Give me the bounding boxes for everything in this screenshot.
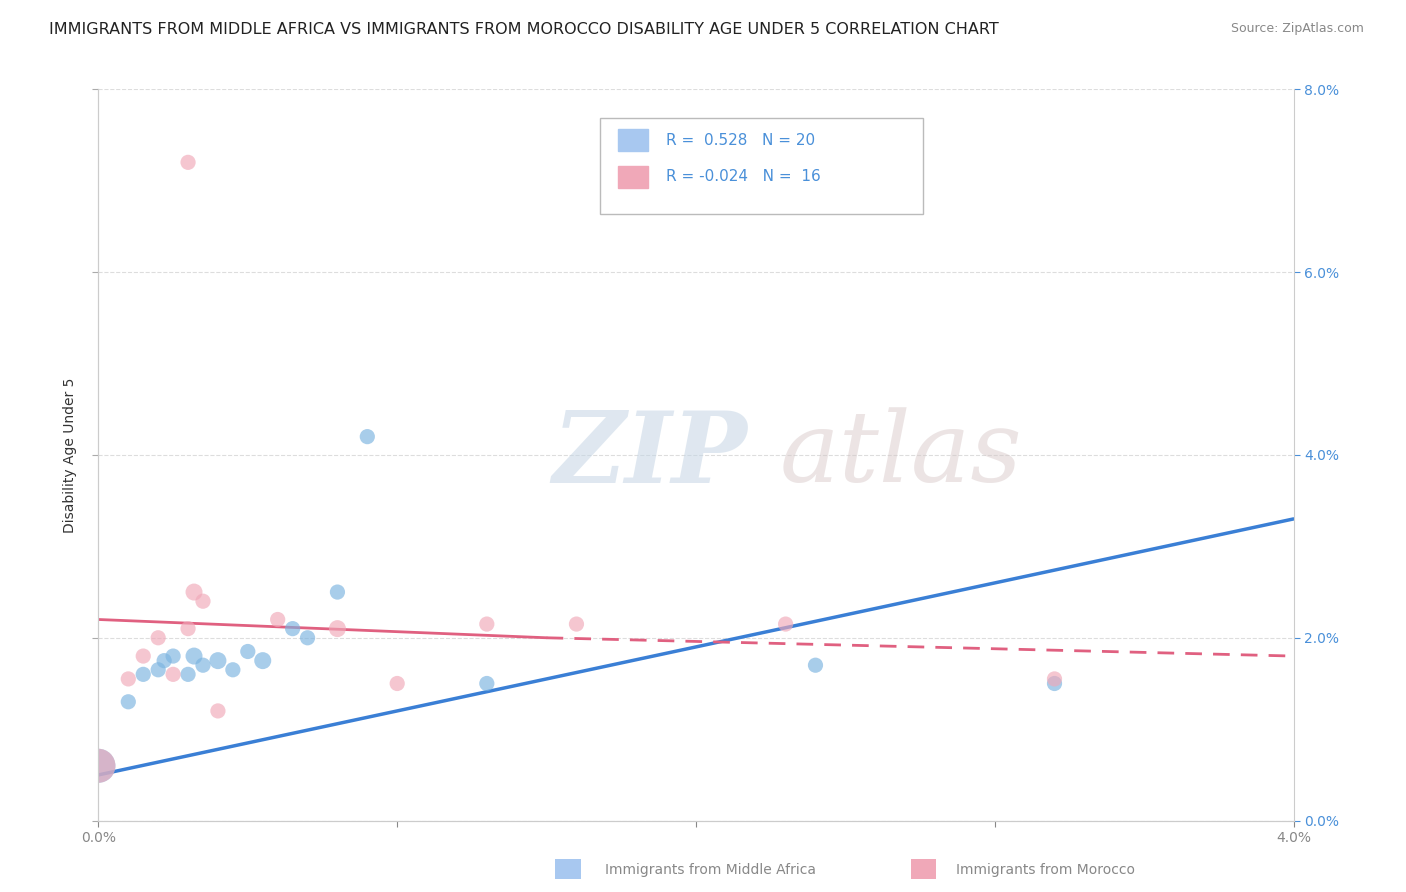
Point — [162, 649, 184, 664]
Point — [87, 758, 110, 772]
Point — [775, 617, 797, 632]
Bar — [619, 129, 648, 152]
Point — [148, 663, 170, 677]
Point — [177, 667, 200, 681]
Point — [183, 585, 205, 599]
Point — [236, 644, 259, 658]
Point — [207, 654, 229, 668]
Text: Immigrants from Middle Africa: Immigrants from Middle Africa — [605, 863, 815, 877]
Text: R = -0.024   N =  16: R = -0.024 N = 16 — [666, 169, 821, 185]
Point — [207, 704, 229, 718]
Point — [191, 658, 214, 673]
Point — [148, 631, 170, 645]
Text: R =  0.528   N = 20: R = 0.528 N = 20 — [666, 133, 815, 148]
Point — [132, 667, 155, 681]
Point — [565, 617, 588, 632]
Point — [177, 622, 200, 636]
Point — [326, 622, 349, 636]
Point — [252, 654, 274, 668]
Point — [804, 658, 827, 673]
Text: ZIP: ZIP — [553, 407, 748, 503]
Point — [191, 594, 214, 608]
Point — [87, 758, 110, 772]
FancyBboxPatch shape — [600, 119, 922, 213]
Text: IMMIGRANTS FROM MIDDLE AFRICA VS IMMIGRANTS FROM MOROCCO DISABILITY AGE UNDER 5 : IMMIGRANTS FROM MIDDLE AFRICA VS IMMIGRA… — [49, 22, 998, 37]
Point — [117, 672, 139, 686]
Point — [222, 663, 245, 677]
Point — [475, 676, 498, 690]
Y-axis label: Disability Age Under 5: Disability Age Under 5 — [63, 377, 77, 533]
Point — [1043, 676, 1066, 690]
Text: Immigrants from Morocco: Immigrants from Morocco — [956, 863, 1135, 877]
Point — [385, 676, 409, 690]
Point — [297, 631, 319, 645]
Point — [183, 649, 205, 664]
Text: atlas: atlas — [779, 408, 1022, 502]
Point — [177, 155, 200, 169]
Point — [117, 695, 139, 709]
Point — [162, 667, 184, 681]
Point — [475, 617, 498, 632]
Text: Source: ZipAtlas.com: Source: ZipAtlas.com — [1230, 22, 1364, 36]
Bar — [619, 166, 648, 188]
Point — [326, 585, 349, 599]
Point — [356, 429, 378, 443]
Point — [1043, 672, 1066, 686]
Point — [281, 622, 304, 636]
Point — [132, 649, 155, 664]
Point — [267, 613, 290, 627]
Point — [153, 654, 176, 668]
